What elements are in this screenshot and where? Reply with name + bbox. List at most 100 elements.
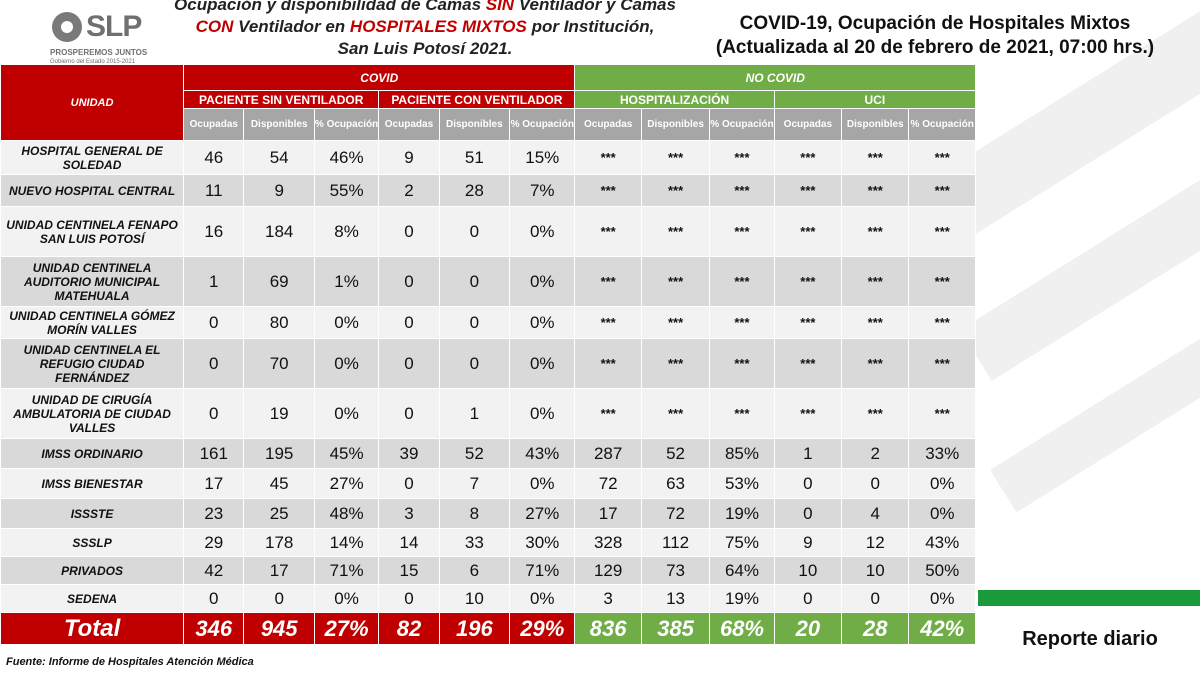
page-title: COVID-19, Ocupación de Hospitales Mixtos… xyxy=(690,12,1180,60)
column-header-pct: % Ocupación xyxy=(509,108,576,141)
table-cell: 53% xyxy=(709,468,775,499)
total-cell: 29% xyxy=(509,612,576,645)
unit-name: PRIVADOS xyxy=(0,556,185,585)
column-header-occ: Ocupadas xyxy=(773,108,843,141)
table-cell: 73 xyxy=(640,556,711,585)
logo-name: SLP xyxy=(86,10,142,43)
table-cell: 1 xyxy=(773,438,843,469)
table-cell: 0 xyxy=(773,468,843,499)
table-cell: 25 xyxy=(243,498,315,529)
table-cell: 0 xyxy=(243,584,315,613)
table-cell: 0% xyxy=(313,584,380,613)
table-cell: 0% xyxy=(509,256,576,307)
table-cell: 7 xyxy=(438,468,511,499)
table-cell: 6 xyxy=(438,556,511,585)
unit-name: IMSS BIENESTAR xyxy=(0,468,185,499)
table-cell: 1 xyxy=(438,388,511,439)
table-cell: 23 xyxy=(183,498,245,529)
table-cell: 33 xyxy=(438,528,511,557)
table-row: SSSLP 29 178 14% 14 33 30% 328 112 75% 9 12 43% xyxy=(0,528,976,557)
table-cell: 27% xyxy=(313,468,380,499)
table-cell: 0% xyxy=(509,206,576,257)
table-cell: *** xyxy=(709,338,775,389)
table-cell: 9 xyxy=(773,528,843,557)
table-cell: *** xyxy=(841,306,910,339)
total-cell: 28 xyxy=(841,612,910,645)
table-cell: 0 xyxy=(378,388,440,439)
table-cell: *** xyxy=(709,256,775,307)
group-header-sin-ventilador: PACIENTE SIN VENTILADOR xyxy=(183,90,380,109)
table-cell: 0 xyxy=(378,338,440,389)
table-cell: 0% xyxy=(509,584,576,613)
table-cell: 0% xyxy=(908,584,976,613)
occupancy-table: UNIDAD COVID NO COVID PACIENTE SIN VENTI… xyxy=(0,64,977,645)
table-cell: 4 xyxy=(841,498,910,529)
table-cell: 3 xyxy=(378,498,440,529)
unit-name: SEDENA xyxy=(0,584,185,613)
table-cell: *** xyxy=(640,388,711,439)
table-cell: *** xyxy=(773,174,843,207)
table-cell: 43% xyxy=(509,438,576,469)
table-cell: 72 xyxy=(640,498,711,529)
table-cell: 33% xyxy=(908,438,976,469)
table-row: ISSSTE 23 25 48% 3 8 27% 17 72 19% 0 4 0% xyxy=(0,498,976,529)
table-cell: 10 xyxy=(773,556,843,585)
table-cell: 1 xyxy=(183,256,245,307)
subtitle-text: por Institución, xyxy=(526,17,655,36)
table-cell: 11 xyxy=(183,174,245,207)
table-row: NUEVO HOSPITAL CENTRAL 11 9 55% 2 28 7% *** *** *… xyxy=(0,174,976,207)
table-cell: 195 xyxy=(243,438,315,469)
table-cell: *** xyxy=(709,140,775,175)
table-cell: 54 xyxy=(243,140,315,175)
table-cell: *** xyxy=(841,174,910,207)
unit-header: UNIDAD xyxy=(0,64,185,141)
table-cell: 8% xyxy=(313,206,380,257)
header-row-groups: PACIENTE SIN VENTILADOR PACIENTE CON VEN… xyxy=(1,90,977,109)
table-cell: 45% xyxy=(313,438,380,469)
table-cell: 50% xyxy=(908,556,976,585)
table-cell: 129 xyxy=(574,556,642,585)
table-cell: 80 xyxy=(243,306,315,339)
table-cell: 0% xyxy=(313,306,380,339)
slp-logo: SLP PROSPEREMOS JUNTOS Gobierno del Esta… xyxy=(48,8,148,68)
column-header-pct: % Ocupación xyxy=(313,108,380,141)
table-cell: *** xyxy=(908,174,976,207)
table-cell: 42 xyxy=(183,556,245,585)
table-row: IMSS BIENESTAR 17 45 27% 0 7 0% 72 63 53% 0 0 0% xyxy=(0,468,976,499)
table-cell: *** xyxy=(908,388,976,439)
table-cell: *** xyxy=(640,256,711,307)
column-header-disp: Disponibles xyxy=(243,108,315,141)
table-cell: *** xyxy=(574,140,642,175)
table-cell: 0% xyxy=(509,306,576,339)
table-cell: 0 xyxy=(841,468,910,499)
total-cell: 196 xyxy=(438,612,511,645)
group-header-uci: UCI xyxy=(773,90,977,109)
table-cell: *** xyxy=(908,206,976,257)
table-cell: 12 xyxy=(841,528,910,557)
table-cell: *** xyxy=(908,306,976,339)
table-cell: 52 xyxy=(640,438,711,469)
covid-header: COVID xyxy=(183,64,576,91)
table-row: UNIDAD CENTINELA GÓMEZ MORÍN VALLES 0 80 0%… xyxy=(0,306,976,339)
table-row: UNIDAD CENTINELA EL REFUGIO CIUDAD FERNÁ… xyxy=(0,338,976,389)
table-cell: 46 xyxy=(183,140,245,175)
table-cell: 0 xyxy=(438,206,511,257)
column-header-occ: Ocupadas xyxy=(378,108,440,141)
table-cell: *** xyxy=(640,140,711,175)
table-cell: *** xyxy=(773,256,843,307)
table-cell: 0 xyxy=(378,584,440,613)
table-cell: 0 xyxy=(773,584,843,613)
table-cell: *** xyxy=(908,256,976,307)
unit-name: ISSSTE xyxy=(0,498,185,529)
table-cell: *** xyxy=(640,206,711,257)
table-cell: 43% xyxy=(908,528,976,557)
subtitle-text: San Luis Potosí 2021. xyxy=(337,39,513,58)
table-cell: 3 xyxy=(574,584,642,613)
table-cell: 45 xyxy=(243,468,315,499)
table-cell: 69 xyxy=(243,256,315,307)
logo-mark-icon xyxy=(52,12,82,42)
column-header-disp: Disponibles xyxy=(438,108,511,141)
table-cell: 16 xyxy=(183,206,245,257)
table-row: UNIDAD CENTINELA AUDITORIO MUNICIPAL MAT… xyxy=(0,256,976,307)
table-cell: 15 xyxy=(378,556,440,585)
